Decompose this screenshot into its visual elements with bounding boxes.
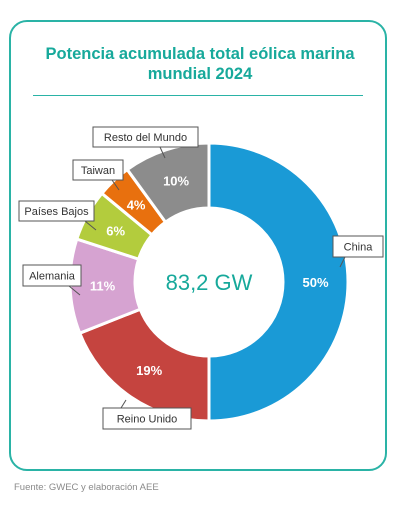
callout-box-2 [22, 264, 82, 287]
callout-box-1 [102, 407, 192, 430]
center-total-label: 83,2 GW [166, 270, 253, 295]
callout-label-1: Reino Unido [117, 414, 178, 426]
callout-pointer-4 [111, 179, 120, 191]
callout-pointer-1 [120, 399, 127, 409]
slice-value-label-5: 10% [163, 174, 189, 189]
callout-box-4 [72, 159, 124, 181]
slice-value-label-1: 19% [136, 363, 162, 378]
callout-pointer-5 [159, 146, 166, 159]
callout-pointer-0 [339, 256, 346, 268]
title-divider [33, 95, 363, 96]
callout-label-0: China [344, 242, 374, 254]
slice-0 [207, 141, 350, 423]
chart-title-line1: Potencia acumulada total eólica marina [45, 45, 355, 63]
chart-title: Potencia acumulada total eólica marina m… [20, 44, 380, 84]
callout-label-3: Países Bajos [24, 206, 89, 218]
slice-5 [125, 141, 211, 225]
source-note: Fuente: GWEC y elaboración AEE [14, 482, 159, 493]
slice-value-label-4: 4% [127, 197, 146, 212]
callout-pointer-3 [84, 220, 97, 231]
callout-box-3 [18, 200, 95, 222]
slice-value-label-2: 11% [90, 278, 116, 293]
callout-pointer-2 [68, 285, 81, 296]
callout-label-2: Alemania [29, 271, 76, 283]
slice-value-label-3: 6% [106, 224, 125, 239]
chart-title-line2: mundial 2024 [147, 65, 253, 83]
slice-value-label-0: 50% [302, 275, 328, 290]
callout-label-5: Resto del Mundo [104, 132, 187, 144]
callout-label-4: Taiwan [81, 165, 115, 177]
callout-box-0 [332, 235, 384, 258]
callout-box-5 [92, 126, 199, 148]
